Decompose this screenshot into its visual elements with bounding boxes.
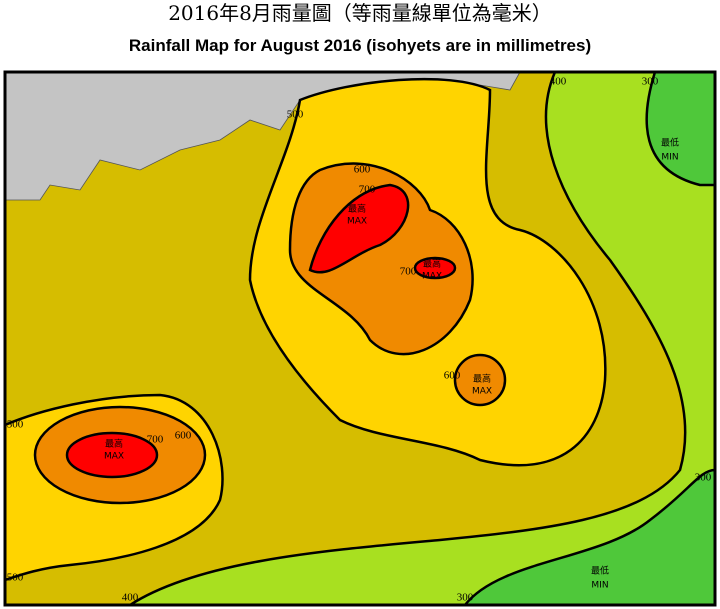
isohyet-label: 600 bbox=[175, 430, 192, 442]
max-marker-en: MAX bbox=[472, 387, 492, 397]
isohyet-label: 700 bbox=[359, 184, 376, 196]
max-marker-zh: 最高 bbox=[423, 258, 441, 270]
max-marker-en: MAX bbox=[104, 452, 124, 462]
isohyet-label: 500 bbox=[287, 109, 304, 121]
zone-below-300 bbox=[645, 70, 717, 187]
zone-above-700 bbox=[308, 183, 410, 274]
isohyet-label: 500 bbox=[7, 572, 24, 584]
zone-600-700 bbox=[288, 162, 474, 356]
zone-below-300 bbox=[462, 468, 717, 607]
min-marker-en: MIN bbox=[661, 153, 678, 163]
isohyet-label: 300 bbox=[695, 472, 712, 484]
min-marker-zh: 最低 bbox=[661, 137, 679, 149]
map-frame bbox=[3, 70, 717, 607]
isohyet-label: 600 bbox=[354, 164, 371, 176]
max-marker-en: MAX bbox=[347, 217, 367, 227]
max-marker-zh: 最高 bbox=[105, 438, 123, 450]
isohyet-label: 400 bbox=[550, 76, 567, 88]
zone-above-700 bbox=[413, 256, 457, 280]
max-marker-zh: 最高 bbox=[473, 373, 491, 385]
min-marker-en: MIN bbox=[591, 581, 608, 591]
max-marker-zh: 最高 bbox=[348, 203, 366, 215]
map-area bbox=[3, 70, 717, 607]
max-marker-en: MAX bbox=[422, 272, 442, 282]
min-marker-zh: 最低 bbox=[591, 565, 609, 577]
isohyet-label: 700 bbox=[400, 266, 417, 278]
title-zh: 2016年8月雨量圖（等雨量線單位為毫米） bbox=[168, 1, 552, 25]
isohyet-label: 400 bbox=[122, 592, 139, 604]
zone-600-700 bbox=[453, 353, 507, 407]
isohyet-label: 500 bbox=[7, 419, 24, 431]
isohyet-label: 700 bbox=[147, 434, 164, 446]
isohyet-label: 300 bbox=[457, 592, 474, 604]
isohyet-label: 600 bbox=[444, 370, 461, 382]
zone-above-700 bbox=[65, 431, 159, 479]
isohyet-label: 300 bbox=[642, 76, 659, 88]
title-en: Rainfall Map for August 2016 (isohyets a… bbox=[129, 36, 591, 55]
